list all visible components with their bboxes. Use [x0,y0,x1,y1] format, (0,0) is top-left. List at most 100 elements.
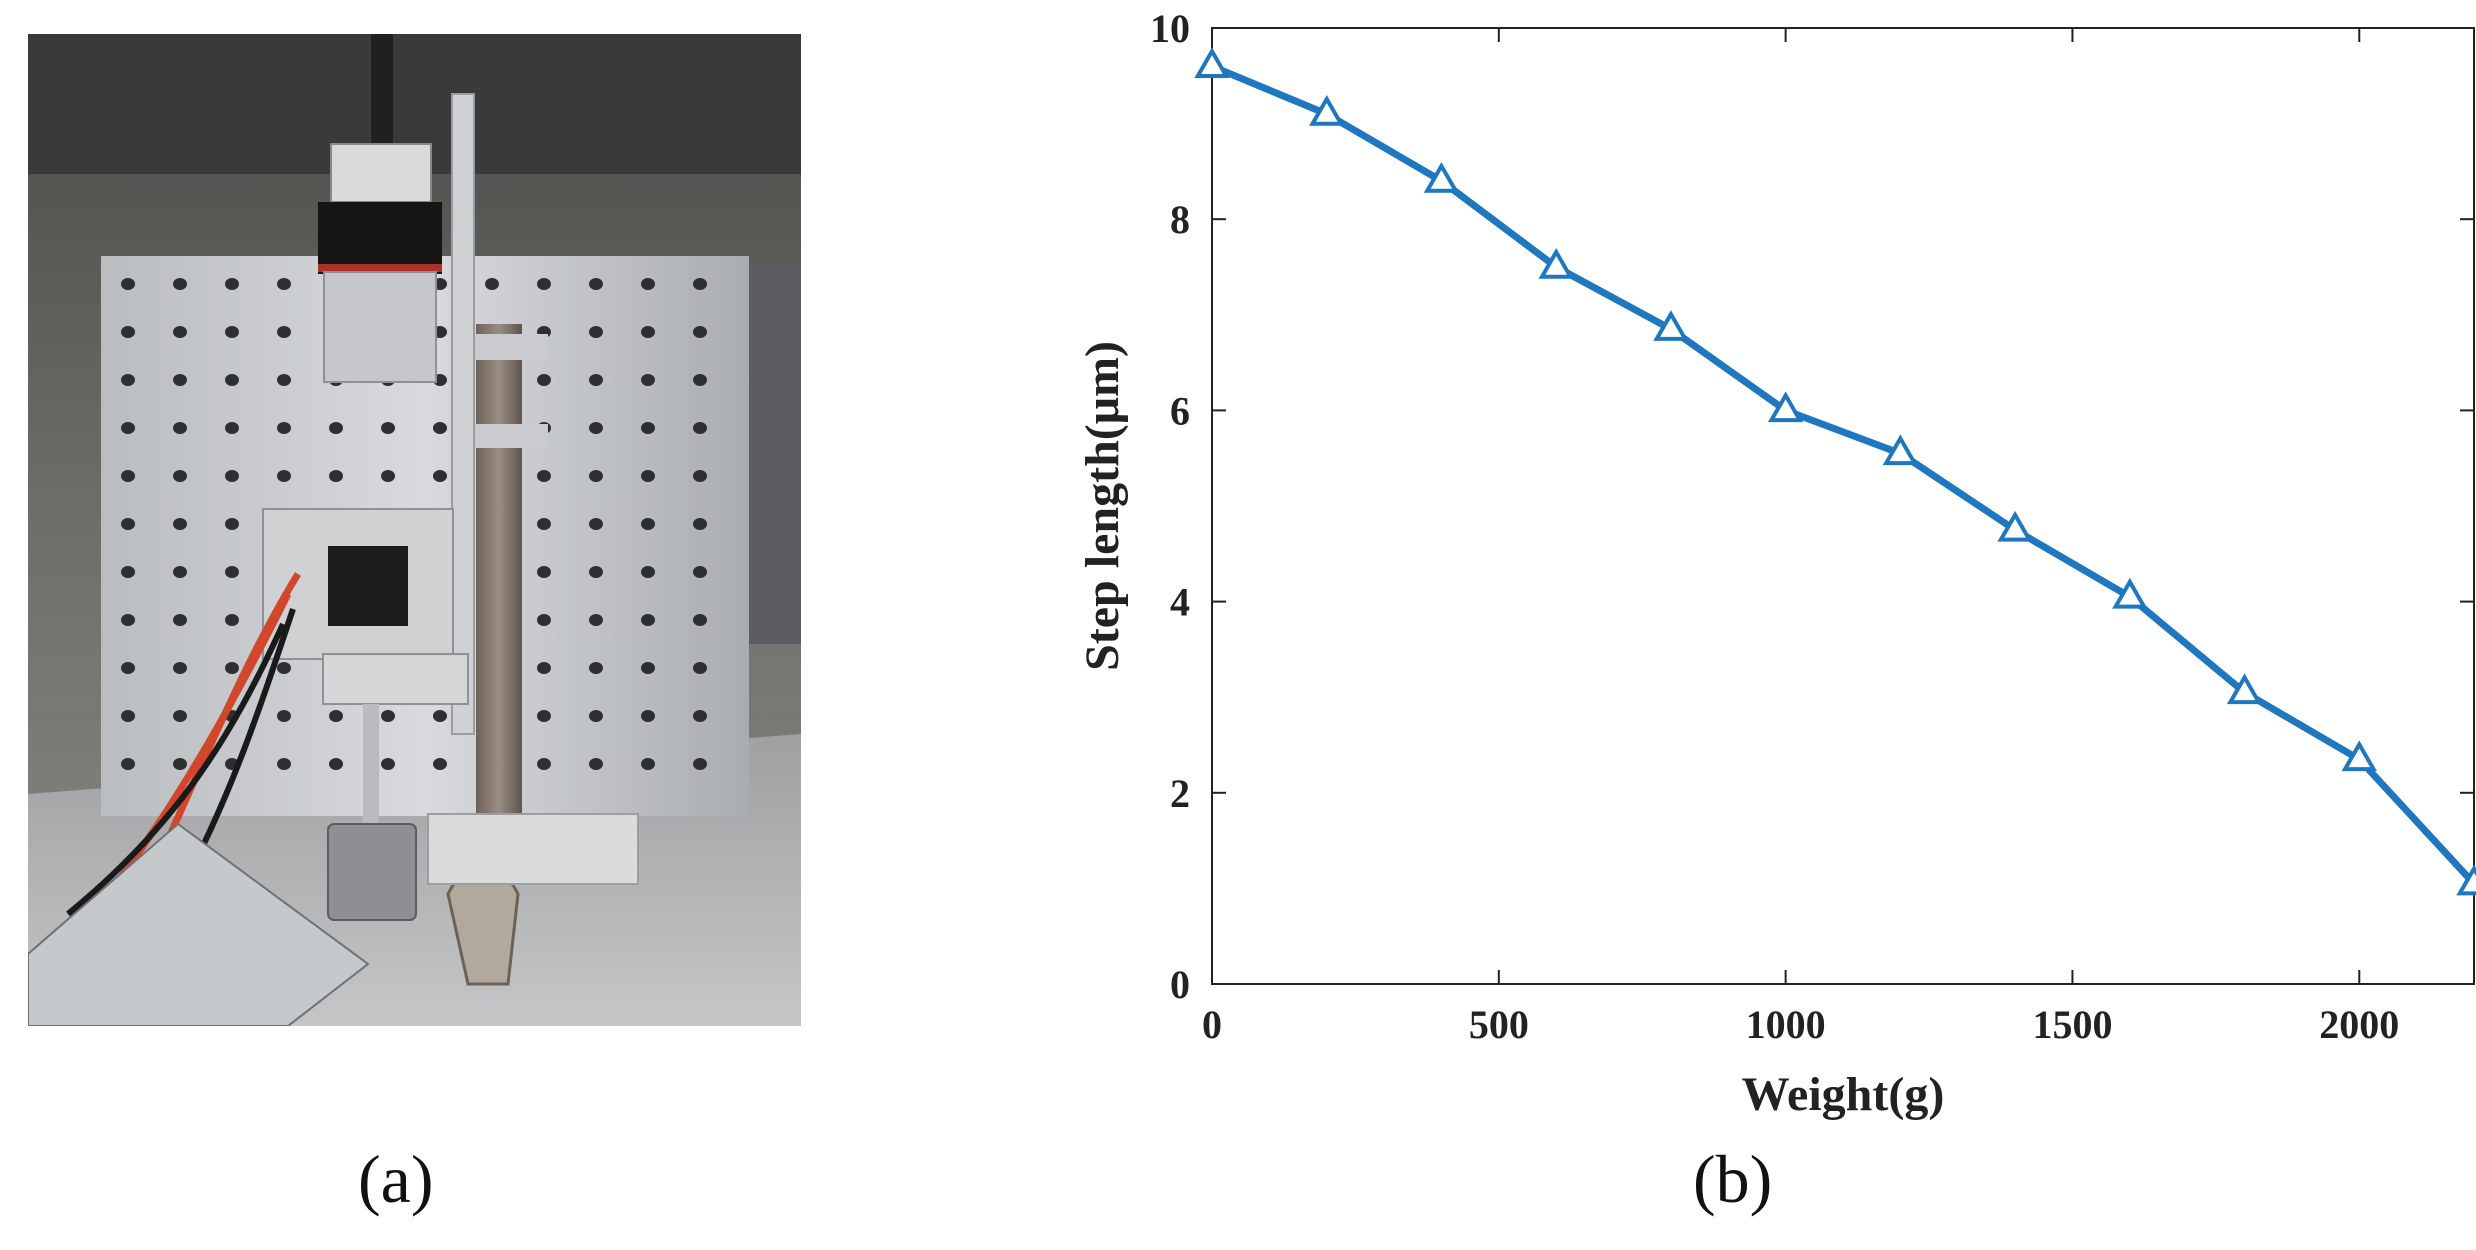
plate-hole [173,710,187,722]
plate-hole [641,470,655,482]
red-wire-2 [105,592,292,897]
plate-hole [121,470,135,482]
plate-hole [641,758,655,770]
x-axis-label: Weight(g) [1742,1068,1945,1121]
plate-hole [641,710,655,722]
plate-hole [121,614,135,626]
plate-hole [381,422,395,434]
plate-hole [589,326,603,338]
plate-hole [225,326,239,338]
plate-hole [641,326,655,338]
plate-hole [121,758,135,770]
actuator-base [322,653,469,705]
plate-hole [225,470,239,482]
triangle-marker [1653,310,1689,341]
plate-hole [277,662,291,674]
series-line [1210,63,2476,886]
vertical-bracket [451,93,475,735]
plate-hole [693,326,707,338]
plate-hole [537,374,551,386]
plate-hole [225,422,239,434]
plate-hole [537,710,551,722]
y-axis-ticks: 0 2 4 6 8 10 [1150,6,2474,1007]
plot-frame [1211,27,2475,985]
plate-hole [381,470,395,482]
plate-hole [277,470,291,482]
plate-hole [537,662,551,674]
plate-hole [589,710,603,722]
plate-hole [225,614,239,626]
plate-hole [225,518,239,530]
plate-hole [329,710,343,722]
plate-hole [433,758,447,770]
y-tick-label: 10 [1150,6,1190,51]
probe [363,704,379,824]
plate-hole [537,614,551,626]
plate-hole [173,278,187,290]
series-markers [1194,47,2476,896]
x-tick-label: 2000 [2319,1002,2399,1047]
step-length-chart: 0 500 1000 1500 2000 0 2 4 6 8 10 Weight(g) Step … [1076,6,2476,1121]
plate-hole [381,758,395,770]
plate-hole [225,566,239,578]
plate-hole [121,566,135,578]
triangle-marker [2112,577,2148,609]
plate-hole [277,326,291,338]
plate-hole [537,566,551,578]
plate-hole [693,518,707,530]
plate-hole [693,758,707,770]
y-tick-label: 0 [1170,962,1190,1007]
triangle-marker [2226,673,2263,705]
weight-cylinder [327,823,417,921]
y-axis-label: Step length(μm) [1076,341,1129,671]
plate-hole [589,422,603,434]
plate-hole [121,662,135,674]
support-rod [476,324,522,884]
plate-hole [329,470,343,482]
plate-hole [277,374,291,386]
plate-hole [433,710,447,722]
black-wire-2 [66,622,286,917]
plate-hole [121,374,135,386]
motor-lower [323,271,437,383]
plate-hole [277,758,291,770]
plate-hole [537,518,551,530]
terminal-block [28,822,370,1026]
plate-hole [433,422,447,434]
plate-hole [693,470,707,482]
x-tick-label: 500 [1469,1002,1529,1047]
triangle-marker [2341,740,2377,772]
motor-body [318,202,442,274]
x-tick-label: 1500 [2032,1002,2112,1047]
triangle-marker [1423,161,1460,193]
setup-photo [28,34,801,1026]
plate-hole [121,278,135,290]
motor-shaft [371,34,393,154]
plate-hole [693,278,707,290]
plate-hole [693,566,707,578]
triangle-marker [1538,247,1574,279]
plate-hole [173,758,187,770]
plate-hole [121,326,135,338]
plate-hole [173,566,187,578]
plate-hole [641,422,655,434]
plate-hole [589,374,603,386]
plate-hole [589,278,603,290]
triangle-marker [1882,434,1919,466]
x-tick-label: 0 [1202,1002,1222,1047]
plate-hole [173,326,187,338]
panel-label-a: (a) [358,1141,434,1217]
plate-hole [225,374,239,386]
plate-hole [641,518,655,530]
plate-hole [537,278,551,290]
plate-hole [485,278,499,290]
y-tick-label: 8 [1170,197,1190,242]
plate-hole [277,278,291,290]
y-tick-label: 6 [1170,388,1190,433]
motor-collar [330,143,432,203]
panel-label-b: (b) [1693,1141,1773,1217]
plate-hole [537,470,551,482]
plate-hole [225,278,239,290]
plate-hole [589,662,603,674]
plate-hole [329,758,343,770]
